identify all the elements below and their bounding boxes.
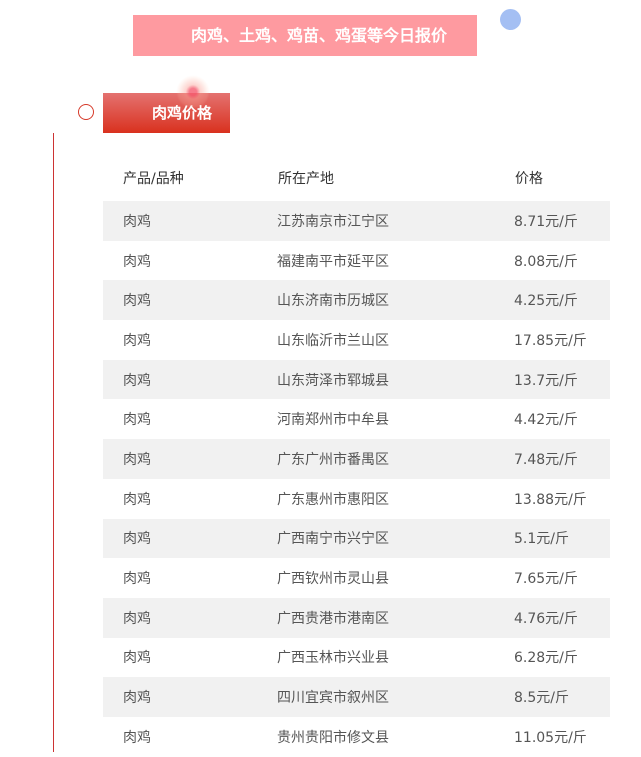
cell-origin: 四川宜宾市叙州区 bbox=[277, 690, 389, 707]
cell-product: 肉鸡 bbox=[123, 332, 151, 349]
cell-product: 肉鸡 bbox=[123, 729, 151, 746]
table-row: 肉鸡 广西钦州市灵山县 7.65元/斤 bbox=[103, 558, 610, 598]
table-header-row: 产品/品种 所在产地 价格 bbox=[103, 155, 610, 201]
cell-origin: 广西南宁市兴宁区 bbox=[277, 531, 389, 548]
table-row: 肉鸡 山东菏泽市郓城县 13.7元/斤 bbox=[103, 359, 610, 400]
cell-price: 8.08元/斤 bbox=[514, 253, 578, 270]
cell-price: 13.88元/斤 bbox=[514, 491, 587, 508]
cell-origin: 山东菏泽市郓城县 bbox=[277, 372, 389, 389]
firework-icon bbox=[176, 75, 210, 109]
cell-origin: 福建南平市延平区 bbox=[277, 253, 389, 270]
price-table: 产品/品种 所在产地 价格 肉鸡 江苏南京市江宁区 8.71元/斤 肉鸡 福建南平市延平… bbox=[103, 155, 610, 757]
table-row: 肉鸡 贵州贵阳市修文县 11.05元/斤 bbox=[103, 717, 610, 757]
header-origin: 所在产地 bbox=[278, 171, 334, 187]
cell-product: 肉鸡 bbox=[123, 412, 151, 429]
cell-price: 6.28元/斤 bbox=[514, 650, 578, 667]
cell-origin: 广西钦州市灵山县 bbox=[277, 571, 389, 588]
cell-price: 8.71元/斤 bbox=[514, 213, 578, 230]
cell-product: 肉鸡 bbox=[123, 690, 151, 707]
cell-price: 4.76元/斤 bbox=[514, 610, 578, 627]
timeline-divider bbox=[53, 133, 54, 752]
ring-icon bbox=[78, 104, 94, 120]
cell-origin: 广西玉林市兴业县 bbox=[277, 650, 389, 667]
table-row: 肉鸡 山东济南市历城区 4.25元/斤 bbox=[103, 280, 610, 321]
cell-price: 4.25元/斤 bbox=[514, 293, 578, 310]
table-row: 肉鸡 广东广州市番禺区 7.48元/斤 bbox=[103, 439, 610, 479]
cell-product: 肉鸡 bbox=[123, 293, 151, 310]
cell-price: 5.1元/斤 bbox=[514, 531, 569, 548]
table-row: 肉鸡 广西南宁市兴宁区 5.1元/斤 bbox=[103, 518, 610, 559]
cell-product: 肉鸡 bbox=[123, 253, 151, 270]
cell-price: 11.05元/斤 bbox=[514, 729, 587, 746]
cell-origin: 江苏南京市江宁区 bbox=[277, 213, 389, 230]
cell-origin: 河南郑州市中牟县 bbox=[277, 412, 389, 429]
page-banner-title: 肉鸡、土鸡、鸡苗、鸡蛋等今日报价 bbox=[133, 15, 477, 56]
decorative-dot-icon bbox=[500, 9, 521, 30]
cell-origin: 广东惠州市惠阳区 bbox=[277, 491, 389, 508]
cell-product: 肉鸡 bbox=[123, 491, 151, 508]
cell-product: 肉鸡 bbox=[123, 213, 151, 230]
table-row: 肉鸡 福建南平市延平区 8.08元/斤 bbox=[103, 241, 610, 281]
header-product: 产品/品种 bbox=[123, 171, 184, 187]
cell-product: 肉鸡 bbox=[123, 610, 151, 627]
table-row: 肉鸡 山东临沂市兰山区 17.85元/斤 bbox=[103, 320, 610, 360]
table-row: 肉鸡 河南郑州市中牟县 4.42元/斤 bbox=[103, 399, 610, 439]
cell-price: 8.5元/斤 bbox=[514, 690, 569, 707]
cell-origin: 山东临沂市兰山区 bbox=[277, 332, 389, 349]
table-row: 肉鸡 四川宜宾市叙州区 8.5元/斤 bbox=[103, 677, 610, 717]
table-row: 肉鸡 广西玉林市兴业县 6.28元/斤 bbox=[103, 638, 610, 678]
cell-origin: 广西贵港市港南区 bbox=[277, 610, 389, 627]
cell-origin: 山东济南市历城区 bbox=[277, 293, 389, 310]
cell-price: 13.7元/斤 bbox=[514, 372, 578, 389]
cell-product: 肉鸡 bbox=[123, 451, 151, 468]
cell-product: 肉鸡 bbox=[123, 650, 151, 667]
table-row: 肉鸡 江苏南京市江宁区 8.71元/斤 bbox=[103, 201, 610, 241]
cell-price: 7.48元/斤 bbox=[514, 451, 578, 468]
table-row: 肉鸡 广东惠州市惠阳区 13.88元/斤 bbox=[103, 479, 610, 519]
cell-origin: 贵州贵阳市修文县 bbox=[277, 729, 389, 746]
cell-origin: 广东广州市番禺区 bbox=[277, 451, 389, 468]
cell-price: 17.85元/斤 bbox=[514, 332, 587, 349]
section-label: 肉鸡价格 bbox=[103, 93, 230, 133]
cell-price: 4.42元/斤 bbox=[514, 412, 578, 429]
cell-price: 7.65元/斤 bbox=[514, 571, 578, 588]
header-price: 价格 bbox=[515, 171, 543, 187]
cell-product: 肉鸡 bbox=[123, 372, 151, 389]
cell-product: 肉鸡 bbox=[123, 531, 151, 548]
cell-product: 肉鸡 bbox=[123, 571, 151, 588]
table-row: 肉鸡 广西贵港市港南区 4.76元/斤 bbox=[103, 597, 610, 638]
